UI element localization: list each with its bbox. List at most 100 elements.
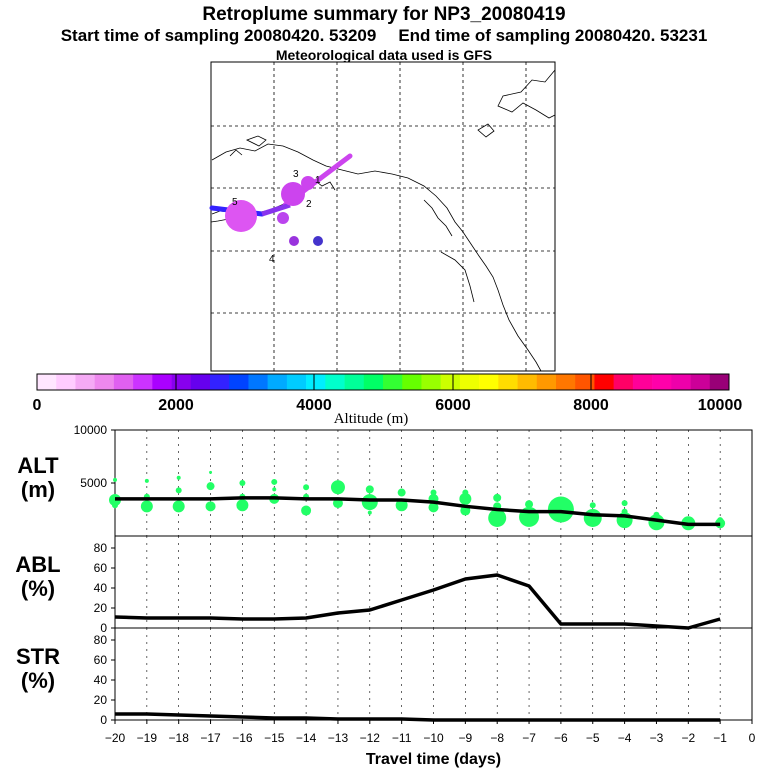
x-tick-label: −16 — [232, 731, 253, 745]
colorbar-cell — [190, 374, 211, 390]
altitude-panel: 5000 10000 ALT(m) — [17, 423, 753, 537]
colorbar-tick-0: 0 — [33, 397, 42, 414]
abl-ytick-label: 0 — [100, 621, 107, 635]
altitude-ytick-label: 5000 — [80, 476, 107, 490]
x-axis-title: Travel time (days) — [366, 751, 501, 768]
colorbar-tick-4000: 4000 — [296, 397, 332, 414]
x-tick-label: −10 — [423, 731, 444, 745]
abl-ytick-label: 60 — [94, 561, 108, 575]
abl-panel: 0 20 40 60 80 ABL(%) — [15, 535, 753, 635]
altitude-marker — [430, 489, 437, 496]
end-time-label: End time of sampling 20080420. 53231 — [398, 26, 708, 45]
colorbar-cell — [133, 374, 153, 390]
colorbar-cell — [113, 374, 134, 390]
met-data-label: Meteorological data used is GFS — [275, 47, 493, 63]
altitude-marker — [272, 487, 277, 492]
x-tick-label: −4 — [618, 731, 632, 745]
str-ytick-label: 80 — [94, 633, 108, 647]
altitude-marker — [205, 501, 216, 512]
x-tick-label: 0 — [749, 731, 756, 745]
altitude-marker — [140, 500, 153, 513]
colorbar-cell — [37, 374, 57, 390]
altitude-marker — [172, 500, 185, 513]
x-tick-label: −3 — [650, 731, 664, 745]
abl-ytick-label: 40 — [94, 581, 108, 595]
altitude-marker — [303, 484, 310, 491]
plume-label-4: 4 — [269, 254, 275, 265]
colorbar-cell — [248, 374, 268, 390]
altitude-series-line — [115, 496, 721, 527]
colorbar-cell — [690, 374, 711, 390]
x-tick-label: −9 — [459, 731, 473, 745]
x-tick-label: −2 — [681, 731, 695, 745]
altitude-marker — [395, 499, 408, 512]
colorbar-cell — [306, 374, 326, 390]
x-tick-label: −14 — [296, 731, 317, 745]
colorbar-cell — [594, 374, 614, 390]
time-series-panels: 500010000ALT(m)020406080ABL(%)020406080S… — [15, 423, 755, 768]
x-tick-label: −18 — [169, 731, 190, 745]
str-ytick-label: 0 — [100, 713, 107, 727]
altitude-marker — [301, 505, 312, 516]
altitude-marker — [488, 508, 507, 527]
colorbar-cell — [498, 374, 518, 390]
x-tick-label: −20 — [105, 731, 126, 745]
colorbar-cell — [709, 374, 730, 390]
altitude-marker — [176, 475, 181, 480]
altitude-marker — [428, 502, 439, 513]
colorbar-tick-8000: 8000 — [573, 397, 609, 414]
altitude-marker — [365, 485, 374, 494]
altitude-marker — [239, 480, 246, 486]
abl-ytick-label: 80 — [94, 541, 108, 555]
colorbar-cell — [286, 374, 307, 390]
altitude-marker — [175, 487, 182, 494]
altitude-marker — [717, 517, 724, 524]
altitude-marker — [271, 478, 278, 485]
plume-label-1: 1 — [315, 175, 321, 186]
abl-series-line — [114, 573, 721, 630]
colorbar-cell — [517, 374, 538, 390]
colorbar-cell — [344, 374, 365, 390]
altitude-marker — [330, 480, 345, 495]
colorbar-cell — [479, 374, 499, 390]
x-tick-label: −8 — [490, 731, 504, 745]
chart-title: Retroplume summary for NP3_20080419 — [202, 4, 566, 25]
altitude-marker — [144, 478, 149, 483]
plume-labels: 3 5 2 1 4 — [232, 169, 321, 265]
colorbar-cell — [440, 374, 461, 390]
colorbar-cell — [210, 374, 230, 390]
x-tick-label: −11 — [392, 731, 412, 745]
x-tick-label: −1 — [713, 731, 727, 745]
str-ytick-label: 20 — [94, 693, 108, 707]
altitude-marker — [236, 499, 249, 512]
coastline — [210, 69, 556, 372]
colorbar-cell — [267, 374, 288, 390]
str-axis-label-line1: STR — [16, 644, 60, 669]
colorbar-cell — [536, 374, 557, 390]
plume-label-3: 3 — [293, 169, 299, 180]
abl-ytick-label: 20 — [94, 601, 108, 615]
altitude-marker — [621, 508, 628, 515]
altitude-marker — [397, 488, 406, 497]
altitude-axis-label-line2: (m) — [21, 477, 55, 502]
colorbar-cell — [56, 374, 76, 390]
altitude-marker — [462, 489, 469, 496]
colorbar-cell — [556, 374, 576, 390]
colorbar-cell — [363, 374, 384, 390]
colorbar-tick-6000: 6000 — [435, 397, 471, 414]
sampling-times: Start time of sampling 20080420. 53209 En… — [0, 26, 768, 46]
colorbar-tick-10000: 10000 — [698, 397, 743, 414]
plume-trajectory — [209, 153, 353, 246]
colorbar-cell — [421, 374, 441, 390]
colorbar-cell — [613, 374, 634, 390]
altitude-marker — [653, 511, 660, 518]
colorbar-title: Altitude (m) — [334, 411, 409, 427]
colorbar-cell — [325, 374, 345, 390]
str-axis-label-line2: (%) — [21, 668, 55, 693]
colorbar-cell — [75, 374, 95, 390]
altitude-marker — [547, 496, 574, 523]
x-tick-label: −13 — [328, 731, 349, 745]
x-tick-label: −19 — [137, 731, 158, 745]
plume-label-5: 5 — [232, 197, 238, 208]
colorbar-cell — [652, 374, 672, 390]
